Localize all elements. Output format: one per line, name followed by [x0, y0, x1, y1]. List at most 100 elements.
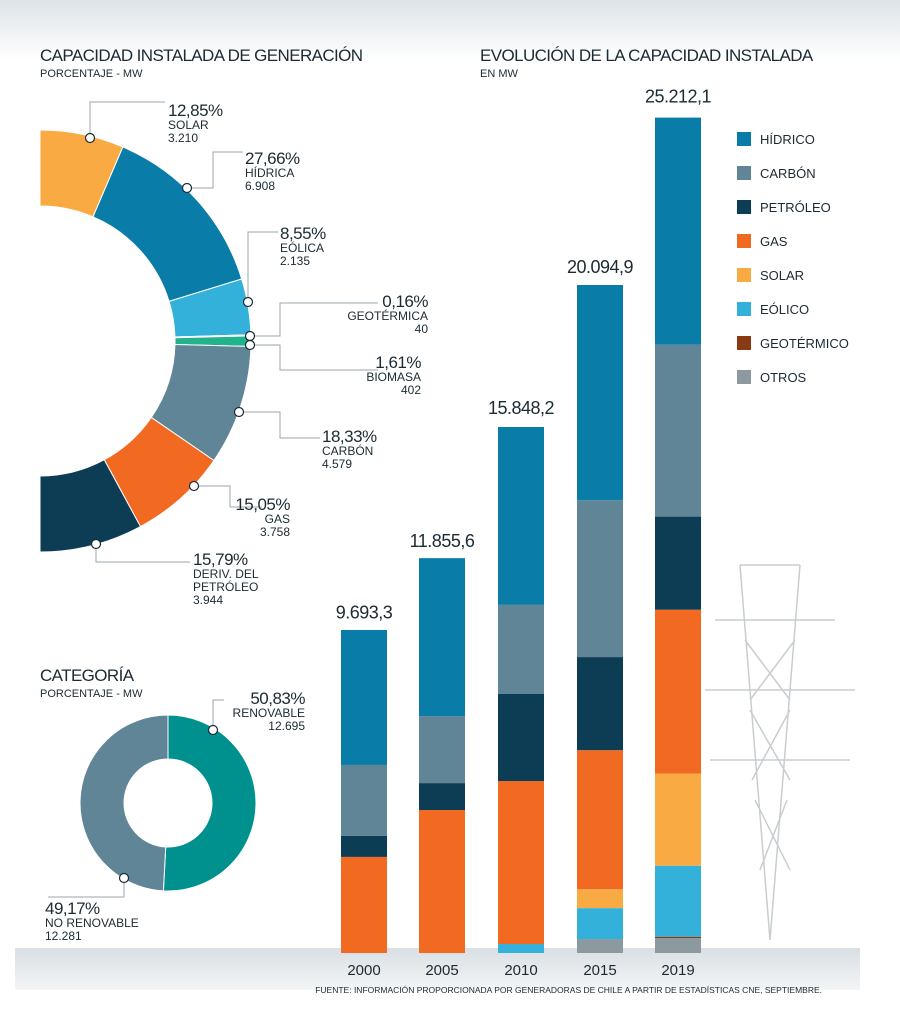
slice-name: DERIV. DEL PETRÓLEO: [193, 567, 259, 594]
legend-label: HÍDRICO: [760, 132, 815, 147]
slice-mw: 12.695: [268, 719, 305, 733]
bar-segment: [341, 856, 387, 953]
slice-mw: 402: [400, 383, 421, 397]
leader-marker: [181, 182, 193, 194]
leader-marker: [84, 132, 96, 144]
slice-percent: 50,83%: [250, 689, 305, 708]
slice-percent: 18,33%: [322, 427, 377, 446]
slice-mw: 3.758: [259, 525, 290, 539]
slice-mw: 6.908: [245, 179, 276, 193]
bar-total-label: 11.855,6: [410, 531, 475, 551]
slice-label: 0,16% GEOTÉRMICA 40: [347, 293, 428, 336]
bar-segment: [341, 835, 387, 857]
x-tick-label: 2010: [504, 962, 537, 979]
x-tick-label: 2015: [583, 962, 616, 979]
source-note: FUENTE: INFORMACIÓN PROPORCIONADA POR GE…: [315, 985, 822, 995]
pie-slice: [39, 459, 142, 553]
pie-slice: [79, 714, 169, 892]
slice-percent: 27,66%: [245, 149, 300, 168]
leader-line: [48, 878, 125, 898]
x-tick-label: 2019: [661, 962, 694, 979]
bar-segment: [577, 939, 623, 953]
background-band: [15, 948, 860, 990]
slice-percent: 1,61%: [375, 353, 421, 372]
slice-label: 27,66% HÍDRICA 6.908: [245, 150, 300, 193]
bar-segment: [341, 629, 387, 765]
slice-name: GAS: [264, 512, 290, 526]
bar-total-label: 9.693,3: [336, 603, 393, 623]
bar-segment: [655, 938, 701, 953]
bar-segment: [655, 609, 701, 774]
slice-label: 1,61% BIOMASA 402: [366, 354, 421, 397]
slice-percent: 8,55%: [280, 224, 326, 243]
bar-segment: [419, 716, 465, 784]
slice-mw: 2.135: [280, 254, 311, 268]
slice-name: HÍDRICA: [245, 166, 295, 180]
slice-label: 18,33% CARBÓN 4.579: [322, 428, 377, 471]
slice-percent: 49,17%: [45, 899, 100, 918]
leader-line: [187, 151, 243, 189]
bar-total-label: 25.212,1: [645, 87, 712, 107]
leader-marker: [244, 339, 256, 351]
legend-swatch: [737, 268, 751, 282]
legend-label: GAS: [760, 234, 788, 249]
legend-label: SOLAR: [760, 268, 804, 283]
leader-line: [95, 544, 190, 563]
bar-segment: [577, 750, 623, 890]
leader-marker: [242, 296, 254, 308]
slice-name: CARBÓN: [322, 444, 374, 458]
leader-marker: [188, 480, 200, 492]
leader-line: [250, 344, 378, 371]
bar-segment: [498, 693, 544, 782]
bar-segment: [577, 285, 623, 501]
bar-total-label: 20.094,9: [567, 257, 634, 277]
slice-name: EÓLICA: [280, 241, 325, 255]
legend-label: OTROS: [760, 370, 807, 385]
legend-swatch: [737, 302, 751, 316]
leader-line: [89, 101, 165, 138]
slice-name: SOLAR: [168, 118, 209, 132]
chart-title: CATEGORÍA: [40, 666, 135, 685]
chart-title: EVOLUCIÓN DE LA CAPACIDAD INSTALADA: [480, 46, 814, 65]
slice-name: GEOTÉRMICA: [347, 309, 428, 323]
bar-segment: [419, 783, 465, 811]
slice-mw: 40: [414, 322, 428, 336]
bar-segment: [577, 657, 623, 751]
leader-line: [239, 411, 320, 439]
chart-subtitle: PORCENTAJE - MW: [40, 68, 143, 80]
bar-segment: [419, 558, 465, 717]
leader-line: [250, 302, 378, 337]
slice-name: NO RENOVABLE: [45, 916, 139, 930]
legend-label: CARBÓN: [760, 166, 816, 181]
slice-label: 50,83% RENOVABLE 12.695: [233, 689, 306, 733]
legend-swatch: [737, 132, 751, 146]
bar-segment: [498, 944, 544, 953]
bar-segment: [577, 908, 623, 940]
leader-line: [247, 231, 278, 302]
leader-marker: [244, 330, 256, 342]
slice-percent: 12,85%: [168, 101, 223, 120]
slice-mw: 3.944: [193, 593, 224, 607]
chart-subtitle: PORCENTAJE - MW: [40, 688, 143, 700]
x-tick-label: 2000: [347, 962, 380, 979]
legend-label: PETRÓLEO: [760, 200, 831, 215]
chart-title: CAPACIDAD INSTALADA DE GENERACIÓN: [40, 46, 362, 65]
chart-subtitle: EN MW: [480, 68, 519, 80]
x-tick-label: 2005: [425, 962, 458, 979]
legend-swatch: [737, 166, 751, 180]
bar-segment: [655, 516, 701, 610]
bar-segment: [498, 426, 544, 605]
bar-segment: [655, 117, 701, 345]
legend-swatch: [737, 370, 751, 384]
bar-segment: [577, 500, 623, 658]
slice-label: 12,85% SOLAR 3.210: [168, 102, 223, 145]
leader-line: [194, 485, 262, 508]
legend-swatch: [737, 336, 751, 350]
bar-segment: [498, 781, 544, 945]
leader-line: [212, 699, 224, 730]
slice-mw: 12.281: [45, 929, 82, 943]
bar-segment: [655, 344, 701, 517]
background-top: [0, 0, 900, 60]
